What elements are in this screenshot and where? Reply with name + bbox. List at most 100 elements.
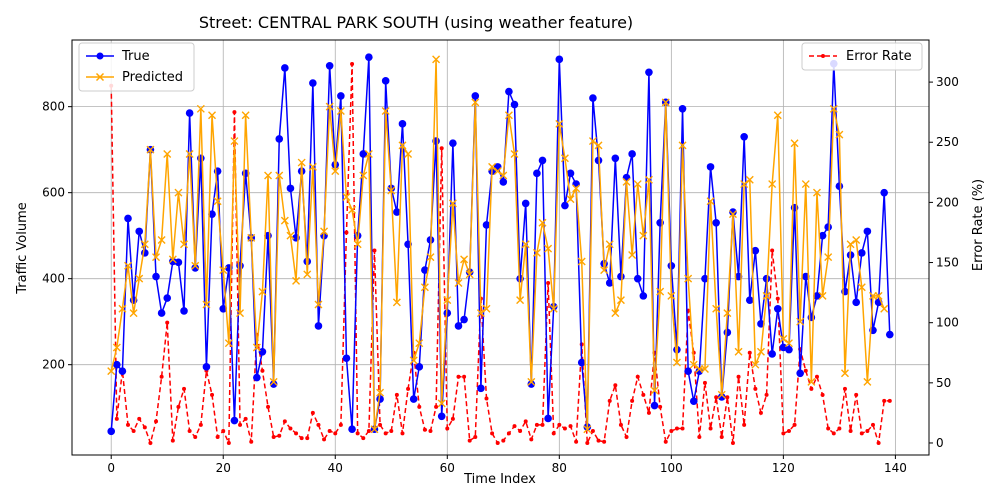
predicted-point (129, 309, 138, 318)
predicted-point (846, 240, 855, 249)
predicted-point (807, 377, 816, 386)
error-rate-point (714, 395, 719, 400)
predicted-point (420, 283, 429, 292)
predicted-point (594, 141, 603, 150)
true-point (729, 208, 737, 216)
true-point (180, 307, 188, 315)
true-point (309, 79, 317, 87)
error-rate-point (187, 428, 192, 433)
true-point (415, 363, 424, 371)
error-rate-point (870, 422, 875, 427)
predicted-point (488, 162, 497, 171)
predicted-point (745, 175, 754, 184)
predicted-point (180, 240, 189, 249)
error-rate-point (512, 424, 517, 429)
true-point (751, 246, 760, 255)
predicted-point (572, 184, 581, 193)
error-rate-point (641, 392, 646, 397)
true-point (533, 169, 541, 178)
error-rate-point (658, 404, 663, 409)
error-rate-point (344, 230, 349, 235)
error-rate-point (282, 419, 287, 424)
predicted-point (118, 304, 127, 313)
true-point (236, 261, 244, 270)
true-point (678, 105, 687, 113)
error-rate-point (540, 422, 545, 427)
predicted-point (616, 296, 625, 305)
error-rate-point (366, 428, 371, 433)
true-point (409, 395, 418, 403)
predicted-point (588, 137, 597, 146)
error-rate-point (484, 396, 489, 401)
predicted-point (314, 300, 323, 309)
predicted-point (320, 227, 329, 236)
predicted-point (656, 287, 665, 296)
error-rate-point (534, 422, 539, 427)
error-rate-point (719, 434, 724, 439)
error-rate-point (551, 431, 556, 436)
true-point (510, 100, 519, 109)
error-rate-point (730, 440, 735, 445)
x-tick-label: 40 (328, 461, 343, 475)
predicted-point (600, 266, 609, 275)
error-rate-point (669, 428, 674, 433)
true-series (107, 53, 894, 436)
true-point (230, 416, 239, 425)
chart-title: Street: CENTRAL PARK SOUTH (using weathe… (199, 13, 633, 32)
error-rate-point (725, 395, 730, 400)
error-rate-point (148, 440, 153, 445)
error-rate-point (221, 428, 226, 433)
predicted-point (392, 298, 401, 307)
y2-tick-label: 150 (936, 256, 959, 270)
predicted-point (364, 149, 373, 158)
x-tick-label: 60 (440, 461, 455, 475)
error-rate-point (198, 422, 203, 427)
predicted-point (857, 283, 866, 292)
predicted-point (555, 119, 564, 128)
error-rate-point (361, 436, 366, 441)
true-point (124, 214, 132, 223)
true-point (885, 330, 894, 339)
y-tick-label: 800 (42, 100, 65, 114)
predicted-point (796, 317, 805, 326)
error-rate-point (848, 428, 853, 433)
predicted-point (728, 210, 737, 219)
error-rate-point (215, 434, 220, 439)
predicted-point (381, 106, 390, 115)
predicted-point (824, 253, 833, 262)
y-axis-right: 0 50 100 150 200 250 300 (929, 75, 959, 450)
predicted-point (448, 199, 457, 208)
true-point (398, 120, 407, 128)
predicted-point (538, 218, 547, 227)
true-point (393, 208, 401, 216)
predicted-point (672, 358, 681, 367)
predicted-point (460, 255, 469, 264)
error-rate-point (131, 428, 136, 433)
error-rate-point (781, 431, 786, 436)
predicted-point (404, 149, 413, 158)
predicted-point (163, 149, 172, 158)
x-tick-label: 120 (772, 461, 795, 475)
true-point (628, 150, 636, 158)
true-point (437, 412, 446, 421)
true-line (110, 57, 891, 432)
true-point (717, 393, 726, 401)
y2-tick-label: 100 (936, 316, 959, 330)
error-rate-point (333, 431, 338, 436)
error-rate-point (434, 404, 439, 409)
predicted-point (639, 231, 648, 240)
y2-tick-label: 200 (936, 195, 959, 209)
predicted-point (605, 240, 614, 249)
x-tick-label: 100 (660, 461, 683, 475)
error-rate-point (355, 431, 360, 436)
error-rate-point (764, 392, 769, 397)
error-rate-point (859, 431, 864, 436)
true-point (880, 188, 888, 197)
predicted-point (370, 425, 379, 434)
error-rate-point (305, 436, 310, 441)
error-rate-point (238, 422, 243, 427)
predicted-point (644, 175, 653, 184)
predicted-point (801, 180, 810, 189)
predicted-point (516, 296, 525, 305)
true-point (471, 92, 480, 100)
